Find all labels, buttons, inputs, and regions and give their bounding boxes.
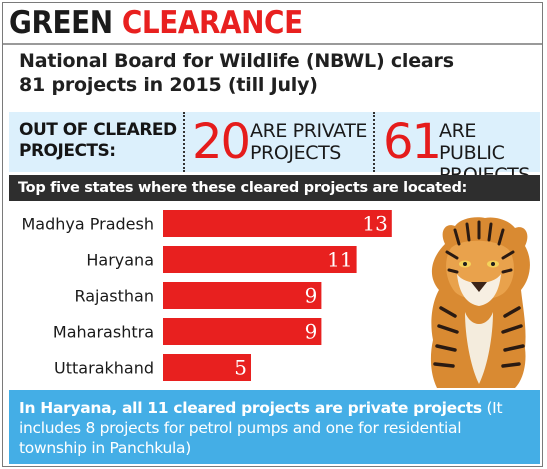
headline: GREEN CLEARANCE xyxy=(9,5,303,41)
stats-divider xyxy=(183,112,185,172)
private-label: ARE PRIVATE PROJECTS xyxy=(250,120,368,164)
stats-panel: OUT OF CLEARED PROJECTS: 20 ARE PRIVATE … xyxy=(9,112,540,186)
chart-svg: Madhya Pradesh 13 Haryana 11 Rajasthan 9 Mahar… xyxy=(22,210,392,381)
bar-category-label: Haryana xyxy=(86,251,154,270)
bar xyxy=(163,282,322,309)
states-heading: Top five states where these cleared proj… xyxy=(9,175,540,201)
headline-divider xyxy=(3,43,542,45)
bar-value-label: 9 xyxy=(305,320,318,344)
bar-category-label: Rajasthan xyxy=(74,287,154,306)
bar xyxy=(163,318,322,345)
bar-category-label: Uttarakhand xyxy=(54,359,154,378)
tiger-illustration xyxy=(430,217,530,388)
subtitle: National Board for Wildlife (NBWL) clear… xyxy=(19,50,454,96)
bar-value-label: 9 xyxy=(305,284,318,308)
bar-category-label: Madhya Pradesh xyxy=(22,215,155,234)
bar xyxy=(163,354,251,381)
bar-value-label: 5 xyxy=(234,356,247,380)
headline-word-green: GREEN xyxy=(9,5,113,41)
bar-value-label: 13 xyxy=(362,212,387,236)
bar-value-label: 11 xyxy=(327,248,352,272)
private-count: 20 xyxy=(192,114,251,170)
public-count: 61 xyxy=(383,114,442,170)
stats-divider xyxy=(373,112,375,172)
footnote-detail: (It includes 8 projects for petrol pumps… xyxy=(19,399,503,457)
bar xyxy=(163,246,357,273)
stats-label: OUT OF CLEARED PROJECTS: xyxy=(19,120,177,161)
footnote: In Haryana, all 11 cleared projects are … xyxy=(9,390,540,464)
states-bar-chart: Madhya Pradesh 13 Haryana 11 Rajasthan 9 Mahar… xyxy=(3,203,542,391)
footnote-bold: In Haryana, all 11 cleared projects are … xyxy=(19,399,482,417)
bar xyxy=(163,210,392,237)
bar-category-label: Maharashtra xyxy=(53,323,154,342)
headline-word-clearance: CLEARANCE xyxy=(121,5,303,41)
